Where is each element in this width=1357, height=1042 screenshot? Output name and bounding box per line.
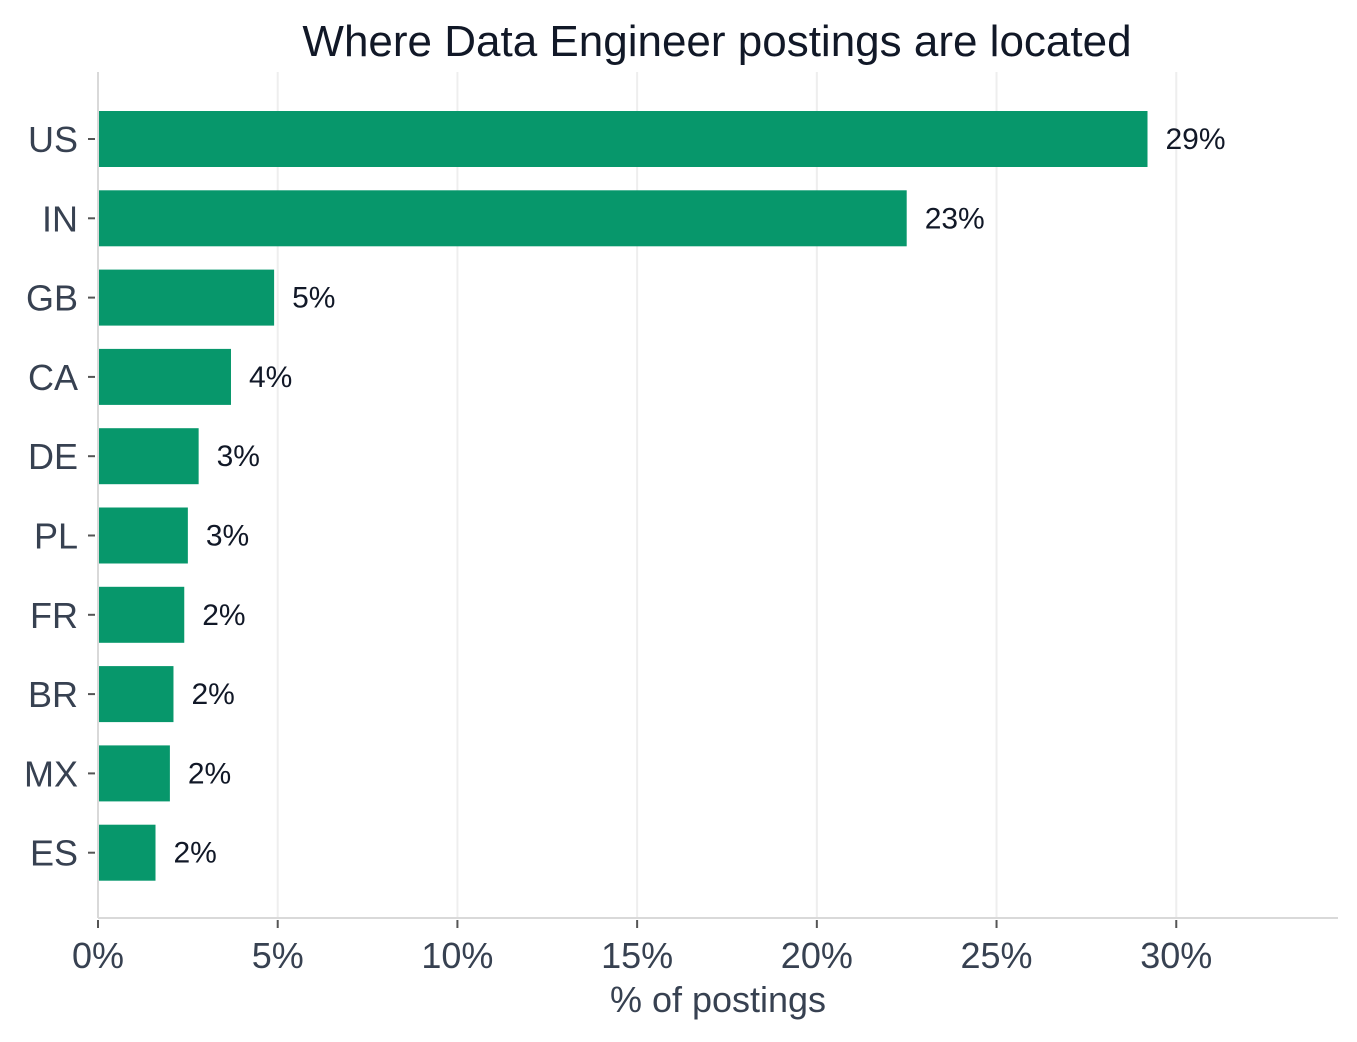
y-tick-label: IN [42, 198, 78, 239]
y-tick-label: FR [30, 595, 78, 636]
bar [99, 428, 199, 485]
y-tick-label: DE [28, 436, 78, 477]
y-tick-label: PL [34, 516, 78, 557]
bars: 29% 23% 5% 4% 3% 3% 2% 2% 2% 2% [99, 111, 1226, 881]
y-tick-label: BR [28, 674, 78, 715]
data-label: 4% [249, 361, 292, 394]
data-label: 2% [191, 678, 234, 711]
x-axis: 0% 5% 10% 15% 20% 25% 30% [72, 917, 1338, 976]
x-tick-label: 5% [252, 935, 304, 976]
chart-title: Where Data Engineer postings are located [302, 17, 1131, 66]
data-label: 29% [1166, 123, 1226, 156]
y-tick-label: GB [26, 278, 78, 319]
bar [99, 111, 1148, 167]
data-label: 3% [206, 520, 249, 553]
bar [99, 507, 188, 564]
data-label: 3% [217, 440, 260, 473]
x-tick-label: 25% [961, 935, 1033, 976]
x-tick-label: 0% [72, 935, 124, 976]
bar [99, 348, 231, 405]
x-tick-label: 10% [421, 935, 493, 976]
x-tick-label: 30% [1140, 935, 1212, 976]
data-label: 2% [188, 757, 231, 790]
x-tick-label: 15% [601, 935, 673, 976]
bar [99, 269, 275, 326]
bar [99, 666, 174, 723]
data-label: 23% [925, 202, 985, 235]
y-tick-label: ES [30, 833, 78, 874]
bar [99, 824, 156, 881]
data-label: 2% [174, 837, 217, 870]
x-tick-label: 20% [781, 935, 853, 976]
y-tick-label: CA [28, 357, 78, 398]
y-tick-label: US [28, 119, 78, 160]
data-label: 2% [202, 599, 245, 632]
data-label: 5% [292, 282, 335, 315]
bar [99, 586, 185, 643]
y-tick-label: MX [24, 753, 78, 794]
bar [99, 190, 907, 247]
y-axis: US IN GB CA DE PL FR BR MX ES [24, 72, 99, 918]
bar [99, 745, 170, 802]
x-axis-label: % of postings [610, 979, 826, 1020]
